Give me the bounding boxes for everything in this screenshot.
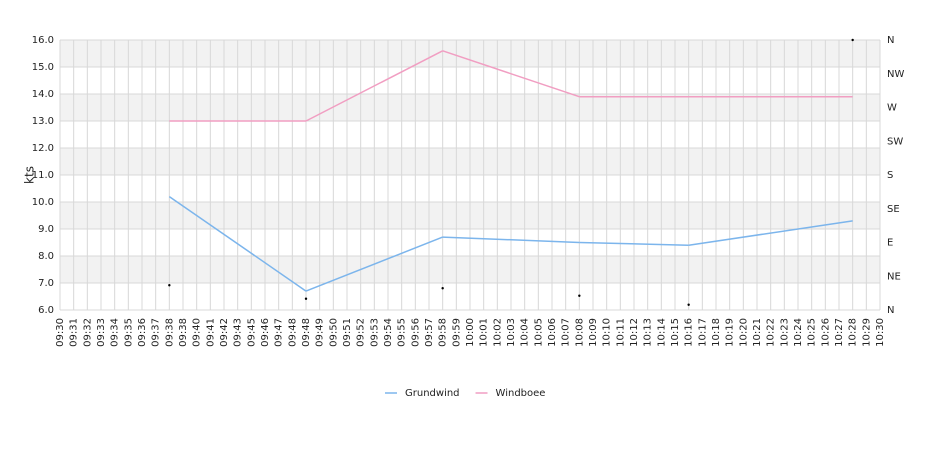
x-tick-label: 10:07	[561, 318, 572, 347]
x-tick-label: 09:40	[192, 318, 203, 347]
x-tick-label: 10:11	[615, 318, 626, 347]
y2-tick-label: W	[887, 103, 897, 114]
line-segment	[168, 195, 307, 292]
y2-tick-label: SE	[887, 204, 900, 215]
x-tick-label: 10:01	[479, 318, 490, 347]
y2-tick-label: N	[887, 35, 894, 46]
x-tick-label: 10:03	[506, 318, 517, 347]
x-tick-label: 10:10	[602, 318, 613, 347]
line-segment	[305, 236, 443, 292]
x-tick-label: 10:18	[711, 318, 722, 347]
x-tick-label: 09:58	[438, 318, 449, 347]
x-tick-label: 10:19	[725, 318, 736, 347]
direction-dot	[168, 284, 171, 287]
y-tick-label: 11.0	[32, 170, 54, 181]
x-tick-label: 09:52	[356, 318, 367, 347]
x-tick-label: 10:28	[848, 318, 859, 347]
x-tick-label: 09:31	[69, 318, 80, 347]
y-tick-label: 6.0	[38, 305, 54, 316]
x-tick-label: 09:48	[301, 318, 312, 347]
x-tick-label: 10:14	[656, 318, 667, 347]
direction-dot	[441, 287, 444, 290]
y-tick-label: 12.0	[32, 143, 54, 154]
y2-tick-label: E	[887, 238, 893, 249]
x-tick-label: 09:49	[315, 318, 326, 347]
x-tick-label: 10:06	[547, 318, 558, 347]
legend-label: Windboee	[496, 388, 546, 399]
direction-dot	[851, 38, 854, 42]
y-tick-label: 13.0	[32, 116, 54, 127]
x-tick-label: 09:51	[342, 318, 353, 347]
x-tick-label: 10:23	[779, 318, 790, 347]
x-tick-label: 09:54	[383, 318, 394, 347]
x-tick-label: 09:33	[96, 318, 107, 347]
x-tick-label: 09:38	[164, 318, 175, 347]
x-tick-label: 09:36	[137, 318, 148, 347]
x-tick-label: 09:43	[233, 318, 244, 347]
direction-dot	[578, 294, 581, 297]
x-tick-label: 10:05	[533, 318, 544, 347]
x-tick-label: 10:27	[834, 318, 845, 347]
x-tick-label: 10:09	[588, 318, 599, 347]
x-tick-label: 10:29	[861, 318, 872, 347]
line-segment	[579, 241, 689, 246]
x-tick-label: 09:30	[55, 318, 66, 347]
x-tick-label: 10:17	[697, 318, 708, 347]
y-tick-label: 8.0	[38, 251, 54, 262]
x-tick-label: 10:04	[520, 318, 531, 347]
x-tick-label: 10:15	[670, 318, 681, 347]
x-tick-label: 09:45	[246, 318, 257, 347]
x-tick-label: 09:48	[287, 318, 298, 347]
y-tick-label: 14.0	[32, 89, 54, 100]
x-tick-label: 09:37	[151, 318, 162, 347]
line-segment	[442, 236, 580, 244]
x-tick-label: 09:55	[397, 318, 408, 347]
x-tick-label: 10:30	[875, 318, 886, 347]
x-tick-label: 10:13	[643, 318, 654, 347]
y2-tick-label: S	[887, 170, 893, 181]
x-tick-label: 09:41	[205, 318, 216, 347]
x-tick-label: 09:47	[274, 318, 285, 347]
legend-label: Grundwind	[405, 388, 460, 399]
x-tick-label: 09:32	[82, 318, 93, 347]
x-tick-label: 09:50	[328, 318, 339, 347]
x-tick-label: 09:35	[123, 318, 134, 347]
y2-tick-label: NW	[887, 69, 904, 80]
y-axis-label: kts	[23, 166, 37, 184]
x-tick-label: 10:21	[752, 318, 763, 347]
x-tick-label: 10:25	[807, 318, 818, 347]
x-tick-label: 10:00	[465, 318, 476, 347]
x-tick-label: 10:12	[629, 318, 640, 347]
x-tick-label: 10:22	[766, 318, 777, 347]
y2-tick-label: SW	[887, 136, 903, 147]
y-tick-label: 16.0	[32, 35, 54, 46]
x-tick-label: 10:08	[574, 318, 585, 347]
x-tick-label: 10:02	[492, 318, 503, 347]
x-tick-label: 10:24	[793, 318, 804, 347]
x-tick-label: 09:56	[410, 318, 421, 347]
y-tick-label: 7.0	[38, 278, 54, 289]
line-segment	[688, 220, 853, 246]
direction-dot	[304, 297, 308, 300]
x-tick-label: 09:59	[451, 318, 462, 347]
x-tick-label: 09:42	[219, 318, 230, 347]
x-tick-label: 09:34	[110, 318, 121, 347]
line-segment	[442, 50, 580, 98]
x-tick-label: 09:38	[178, 318, 189, 347]
y-tick-label: 9.0	[38, 224, 54, 235]
y-tick-label: 15.0	[32, 62, 54, 73]
direction-dot	[687, 303, 690, 306]
x-tick-label: 10:16	[684, 318, 695, 347]
y2-tick-label: NE	[887, 271, 901, 282]
x-tick-label: 09:53	[369, 318, 380, 347]
y-tick-label: 10.0	[32, 197, 54, 208]
x-tick-label: 09:46	[260, 318, 271, 347]
x-tick-label: 09:57	[424, 318, 435, 347]
y2-tick-label: N	[887, 305, 894, 316]
x-tick-label: 10:20	[738, 318, 749, 347]
line-segment	[305, 50, 444, 122]
x-tick-label: 10:26	[820, 318, 831, 347]
